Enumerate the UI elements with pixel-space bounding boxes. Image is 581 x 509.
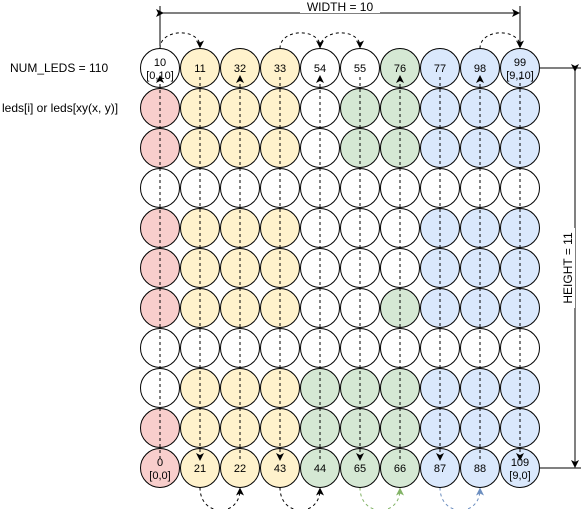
led-col4-row0 <box>300 48 340 88</box>
led-col0-row10 <box>140 448 180 488</box>
top-index-5: 55 <box>354 63 366 75</box>
top-connector-3 <box>479 32 524 49</box>
top-connector-0 <box>159 32 204 49</box>
led-col3-row10 <box>260 448 300 488</box>
width-label: WIDTH = 10 <box>307 0 374 14</box>
bottom-index-5: 65 <box>354 463 366 475</box>
bottom-index-7: 87 <box>434 463 446 475</box>
led-col5-row10 <box>340 448 380 488</box>
top-coord-0: [0,10] <box>146 70 174 82</box>
led-col2-row10 <box>220 448 260 488</box>
top-index-3: 33 <box>274 63 286 75</box>
bottom-index-4: 44 <box>314 463 326 475</box>
top-index-7: 77 <box>434 63 446 75</box>
led-col7-row0 <box>420 48 460 88</box>
height-dimension: HEIGHT = 11 <box>540 64 581 469</box>
led-col1-row10 <box>180 448 220 488</box>
top-connector-1 <box>279 32 324 49</box>
bottom-index-2: 22 <box>234 463 246 475</box>
led-col6-row10 <box>380 448 420 488</box>
width-dimension: WIDTH = 10 <box>156 0 521 46</box>
bottom-index-6: 66 <box>394 463 406 475</box>
bottom-connector-0 <box>199 487 244 509</box>
top-index-9: 99 <box>514 57 526 69</box>
led-col5-row0 <box>340 48 380 88</box>
top-index-6: 76 <box>394 63 406 75</box>
column-arrows-layer <box>156 75 524 461</box>
led-col9-row0 <box>500 48 540 88</box>
bottom-index-1: 21 <box>194 463 206 475</box>
led-index-labels: 10[0,10] 11 32 33 54 55 76 77 98 99[9,10] 0[0,0] 21… <box>146 57 534 482</box>
led-col8-row0 <box>460 48 500 88</box>
led-col1-row0 <box>180 48 220 88</box>
bottom-index-9: 109 <box>511 457 529 469</box>
bottom-index-8: 88 <box>474 463 486 475</box>
height-label: HEIGHT = 11 <box>561 232 575 304</box>
led-col2-row0 <box>220 48 260 88</box>
bottom-connector-1 <box>279 487 324 509</box>
bottom-coord-0: [0,0] <box>149 470 170 482</box>
top-index-2: 32 <box>234 63 246 75</box>
bottom-index-0: 0 <box>157 457 163 469</box>
top-index-8: 98 <box>474 63 486 75</box>
led-col6-row0 <box>380 48 420 88</box>
led-col3-row0 <box>260 48 300 88</box>
led-col4-row10 <box>300 448 340 488</box>
num-leds-label: NUM_LEDS = 110 <box>10 61 108 75</box>
connectors-layer <box>159 32 524 509</box>
top-index-1: 11 <box>194 63 205 75</box>
bottom-connector-3 <box>439 487 484 509</box>
top-connector-2 <box>319 32 364 49</box>
led-col7-row10 <box>420 448 460 488</box>
top-coord-9: [9,10] <box>506 70 534 82</box>
led-col8-row10 <box>460 448 500 488</box>
bottom-connector-2 <box>359 487 404 509</box>
bottom-index-3: 43 <box>274 463 286 475</box>
led-col9-row10 <box>500 448 540 488</box>
bottom-coord-9: [9,0] <box>509 470 530 482</box>
top-index-0: 10 <box>154 57 166 69</box>
access-label: leds[i] or leds[xy(x, y)] <box>2 101 118 115</box>
top-index-4: 54 <box>314 63 326 75</box>
led-col0-row0 <box>140 48 180 88</box>
